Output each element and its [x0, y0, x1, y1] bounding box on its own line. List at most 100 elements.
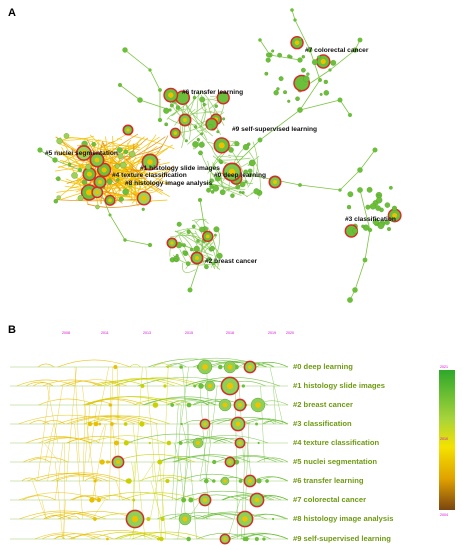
timeline-arc [84, 477, 99, 482]
network-node [158, 88, 162, 92]
network-node [141, 207, 145, 211]
network-edge [105, 149, 143, 176]
network-node [317, 55, 321, 60]
network-node [234, 141, 240, 147]
network-node [212, 185, 220, 192]
network-node [198, 150, 203, 156]
timeline-arc [29, 420, 50, 425]
timeline-link [96, 366, 110, 425]
network-node [147, 242, 153, 248]
timeline-arc [51, 474, 119, 482]
timeline-arc [157, 456, 210, 463]
network-node [122, 188, 129, 196]
network-node [248, 159, 256, 167]
timeline-node [108, 403, 112, 407]
timeline-node [123, 440, 129, 446]
timeline-arc [72, 495, 99, 501]
network-node [214, 233, 217, 237]
timeline-node [87, 421, 93, 427]
timeline-arc [158, 477, 181, 482]
network-node [209, 245, 215, 251]
year-tick: 2013 [143, 331, 151, 335]
network-edge [191, 218, 209, 224]
cluster-label-b-transfer-learning: #6 transfer learning [293, 476, 364, 485]
network-edge [196, 90, 200, 118]
year-tick: 2011 [101, 331, 109, 335]
network-node [187, 287, 193, 293]
network-edge [170, 235, 208, 245]
network-node [266, 52, 271, 58]
network-nodes [37, 8, 402, 303]
timeline-node [180, 422, 183, 426]
year-tick: 2015 [185, 331, 193, 335]
network-node-core [173, 131, 178, 135]
network-edge [207, 160, 242, 196]
legend-color-bar [439, 370, 455, 510]
network-node [242, 144, 250, 151]
network-edge [128, 164, 164, 192]
timeline-arc [210, 360, 268, 368]
network-edge [174, 90, 204, 126]
network-node [384, 202, 391, 208]
network-node [257, 137, 263, 143]
network-node [298, 183, 302, 187]
network-node [129, 150, 136, 158]
timeline-link [117, 366, 120, 501]
timeline-arc [127, 433, 227, 444]
timeline-node [113, 365, 118, 369]
timeline-node [166, 440, 172, 446]
network-node [283, 90, 288, 95]
network-node [372, 218, 379, 225]
network-node-core [228, 168, 236, 176]
network-node [55, 176, 61, 182]
timeline-node [89, 497, 95, 503]
network-node [289, 55, 293, 59]
timeline-arc [23, 456, 69, 463]
network-node [271, 49, 275, 53]
network-node [366, 186, 373, 193]
timeline-arc [90, 531, 160, 540]
network-node [323, 79, 328, 85]
timeline-node [110, 422, 114, 426]
timeline-arc [43, 514, 72, 520]
timeline-link [174, 442, 180, 463]
timeline-node-core [235, 421, 241, 427]
cluster-label-a-colorectal-cancer: #7 colorectal cancer [305, 47, 369, 54]
timeline-link [160, 366, 169, 540]
network-node [303, 75, 310, 83]
network-edge [210, 95, 218, 99]
panel-b-letter: B [8, 324, 16, 336]
network-branch [299, 99, 351, 116]
timeline-node-core [203, 422, 207, 426]
network-node [352, 47, 358, 53]
network-edge [111, 148, 168, 198]
network-node [108, 213, 112, 217]
network-node [210, 190, 215, 194]
timeline-node [146, 516, 151, 522]
timeline-arc [70, 533, 114, 540]
cluster-label-a-deep-learning: #0 deep learning [214, 172, 266, 179]
cluster-labels-a: #7 colorectal cancer #6 transfer learnin… [45, 47, 396, 265]
network-node [230, 193, 235, 198]
network-node [216, 130, 220, 134]
network-node [192, 141, 199, 148]
timeline-node [272, 517, 275, 521]
timeline-link [199, 423, 210, 482]
network-node [184, 139, 188, 143]
network-branch [249, 149, 376, 191]
network-edge [200, 100, 213, 113]
timeline-node-core [116, 460, 120, 464]
year-tick: 2019 [268, 331, 276, 335]
timeline-node-core [202, 364, 208, 370]
cluster-label-b-colorectal-cancer: #7 colorectal cancer [293, 495, 366, 504]
network-node [361, 224, 365, 228]
network-node [191, 224, 196, 229]
network-node-core [195, 256, 199, 260]
network-edge [252, 141, 258, 176]
timeline-link [37, 385, 51, 482]
timeline-arc [256, 363, 275, 368]
network-node-core [218, 142, 225, 149]
network-branch [299, 39, 361, 91]
network-node [375, 205, 381, 211]
timeline-node-core [254, 497, 260, 503]
